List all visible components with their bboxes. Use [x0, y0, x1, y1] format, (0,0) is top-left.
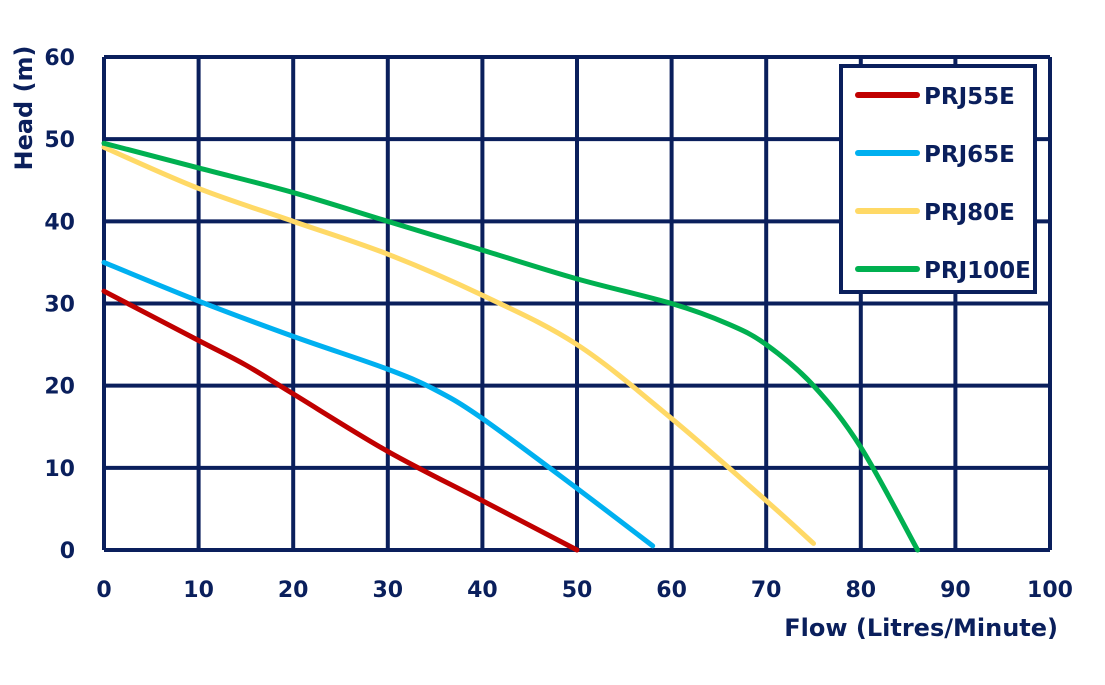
y-tick-label: 30 [44, 293, 75, 318]
y-tick-label: 0 [60, 539, 75, 564]
x-tick-label: 60 [656, 578, 687, 603]
y-tick-label: 50 [44, 128, 75, 153]
series-line-prj65e [101, 259, 656, 549]
series-line-prj80e [101, 144, 816, 546]
x-tick-label: 40 [467, 578, 498, 603]
x-tick-label: 100 [1027, 578, 1073, 603]
y-tick-label: 60 [44, 46, 75, 71]
legend-label-prj100e: PRJ100E [924, 258, 1031, 284]
x-tick-label: 30 [372, 578, 403, 603]
x-tick-label: 80 [845, 578, 876, 603]
tick-labels: 0 10 20 30 40 50 60 70 80 90 100 0 10 20 30 40 50 60 [44, 46, 1073, 603]
x-axis-label: Flow (Litres/Minute) [784, 614, 1058, 642]
x-tick-label: 90 [940, 578, 971, 603]
legend-box [839, 64, 1037, 294]
x-tick-label: 20 [278, 578, 309, 603]
y-tick-label: 10 [44, 457, 75, 482]
legend: PRJ55E PRJ65E PRJ80E PRJ100E [839, 64, 1037, 294]
series-line-prj55e [101, 288, 580, 553]
series-lines [101, 140, 921, 553]
x-tick-label: 10 [183, 578, 214, 603]
series-line-prj100e [101, 140, 921, 553]
x-tick-label: 70 [751, 578, 782, 603]
legend-label-prj80e: PRJ80E [924, 200, 1015, 226]
y-axis-label: Head (m) [10, 45, 38, 170]
x-tick-label: 50 [562, 578, 593, 603]
grid [102, 55, 1052, 552]
x-tick-label: 0 [96, 578, 111, 603]
y-tick-label: 20 [44, 375, 75, 400]
legend-label-prj55e: PRJ55E [924, 84, 1015, 110]
legend-label-prj65e: PRJ65E [924, 142, 1015, 168]
y-tick-label: 40 [44, 210, 75, 235]
